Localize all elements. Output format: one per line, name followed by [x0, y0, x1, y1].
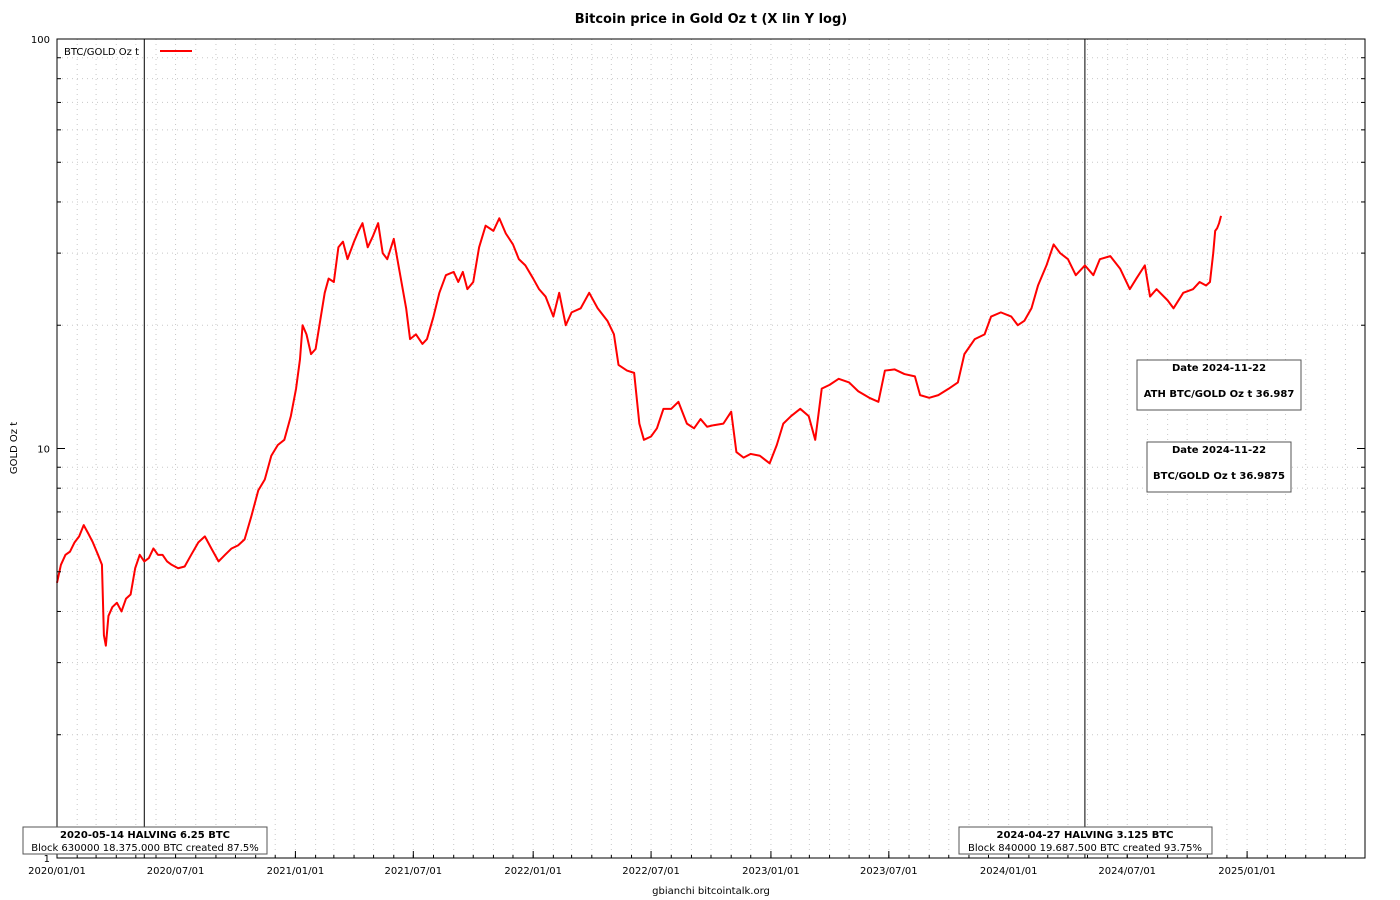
halving-1-box [22, 826, 268, 855]
legend-label: BTC/GOLD Oz t [64, 47, 139, 58]
x-tick-label: 2023/01/01 [742, 866, 800, 877]
series-line-btc-gold [56, 215, 1223, 647]
last-price-annotation: Date 2024-11-22 BTC/GOLD Oz t 36.9875 [1146, 441, 1292, 493]
y-tick-label: 100 [31, 35, 50, 46]
y-axis-tick-labels: 1 10 100 [31, 35, 50, 865]
x-axis-label: gbianchi bitcointalk.org [652, 886, 770, 897]
x-tick-label: 2022/07/01 [622, 866, 680, 877]
axis-ticks [56, 38, 1366, 859]
halving-2-detail: Block 840000 19.687.500 BTC created 93.7… [968, 843, 1202, 854]
ath-box [1136, 359, 1302, 411]
y-axis-label: GOLD Oz t [9, 422, 20, 474]
x-tick-label: 2024/07/01 [1098, 866, 1156, 877]
x-tick-label: 2024/01/01 [980, 866, 1038, 877]
halving-1-detail: Block 630000 18.375.000 BTC created 87.5… [31, 843, 259, 854]
last-price-box [1146, 441, 1292, 493]
legend: BTC/GOLD Oz t [64, 47, 192, 58]
halving-2-annotation: 2024-04-27 HALVING 3.125 BTC Block 84000… [958, 826, 1213, 855]
ath-value: ATH BTC/GOLD Oz t 36.987 [1144, 389, 1295, 400]
x-tick-label: 2022/01/01 [504, 866, 562, 877]
x-axis-tick-labels: 2020/01/01 2020/07/01 2021/01/01 2021/07/01… [28, 866, 1276, 877]
chart-title: Bitcoin price in Gold Oz t (X lin Y log) [575, 12, 847, 27]
halving-lines [143, 39, 1086, 858]
last-price-value: BTC/GOLD Oz t 36.9875 [1153, 471, 1285, 482]
halving-1-annotation: 2020-05-14 HALVING 6.25 BTC Block 630000… [22, 826, 268, 855]
halving-2-title: 2024-04-27 HALVING 3.125 BTC [997, 830, 1174, 841]
y-tick-label: 1 [44, 854, 50, 865]
x-tick-label: 2020/01/01 [28, 866, 86, 877]
halving-2-box [958, 826, 1213, 855]
ath-date: Date 2024-11-22 [1172, 363, 1266, 374]
x-tick-label: 2020/07/01 [147, 866, 205, 877]
last-price-date: Date 2024-11-22 [1172, 445, 1266, 456]
halving-1-title: 2020-05-14 HALVING 6.25 BTC [60, 830, 230, 841]
x-tick-label: 2021/07/01 [384, 866, 442, 877]
x-tick-label: 2021/01/01 [267, 866, 325, 877]
ath-annotation: Date 2024-11-22 ATH BTC/GOLD Oz t 36.987 [1136, 359, 1302, 411]
x-tick-label: 2023/07/01 [860, 866, 918, 877]
y-tick-label: 10 [37, 445, 50, 456]
x-tick-label: 2025/01/01 [1218, 866, 1276, 877]
